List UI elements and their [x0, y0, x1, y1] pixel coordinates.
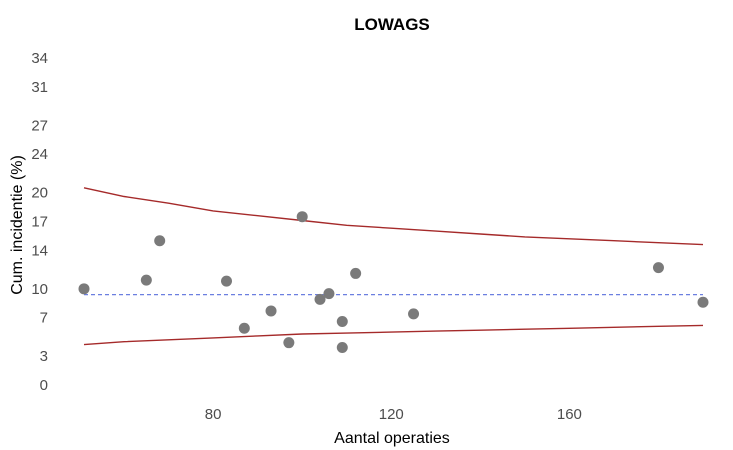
y-axis: 0 3 7 10 14 17 20 24 27 31 34	[31, 50, 48, 394]
x-axis: 80 120 160	[205, 406, 582, 423]
y-tick-label: 7	[40, 310, 48, 327]
y-tick-label: 27	[31, 117, 48, 134]
data-point	[154, 235, 166, 247]
data-point	[265, 305, 277, 317]
data-point	[336, 316, 348, 328]
control-limits	[83, 187, 704, 346]
data-point	[697, 296, 709, 308]
y-tick-label: 20	[31, 185, 48, 202]
y-tick-label: 31	[31, 79, 48, 96]
data-point	[350, 267, 362, 279]
x-tick-label: 160	[557, 406, 582, 423]
upper-control-limit	[83, 187, 704, 246]
y-tick-label: 10	[31, 281, 48, 298]
data-point	[323, 288, 335, 300]
y-tick-label: 24	[31, 146, 48, 163]
x-axis-label: Aantal operaties	[334, 430, 450, 447]
data-point	[296, 211, 308, 223]
data-point	[221, 275, 233, 287]
data-point	[408, 308, 420, 320]
y-tick-label: 14	[31, 242, 48, 259]
data-point	[283, 337, 295, 349]
y-tick-label: 17	[31, 214, 48, 231]
data-point	[238, 322, 250, 334]
data-points	[78, 211, 709, 353]
y-tick-label: 0	[40, 377, 48, 394]
chart-title: LOWAGS	[354, 15, 430, 34]
data-point	[336, 341, 348, 353]
y-axis-label: Cum. incidentie (%)	[9, 155, 26, 295]
data-point	[314, 293, 326, 305]
data-point	[78, 283, 90, 295]
y-tick-label: 34	[31, 50, 48, 67]
data-point	[140, 274, 152, 286]
x-tick-label: 120	[379, 406, 404, 423]
y-tick-label: 3	[40, 348, 48, 365]
x-tick-label: 80	[205, 406, 222, 423]
data-point	[652, 262, 664, 274]
lower-control-limit	[83, 324, 704, 346]
